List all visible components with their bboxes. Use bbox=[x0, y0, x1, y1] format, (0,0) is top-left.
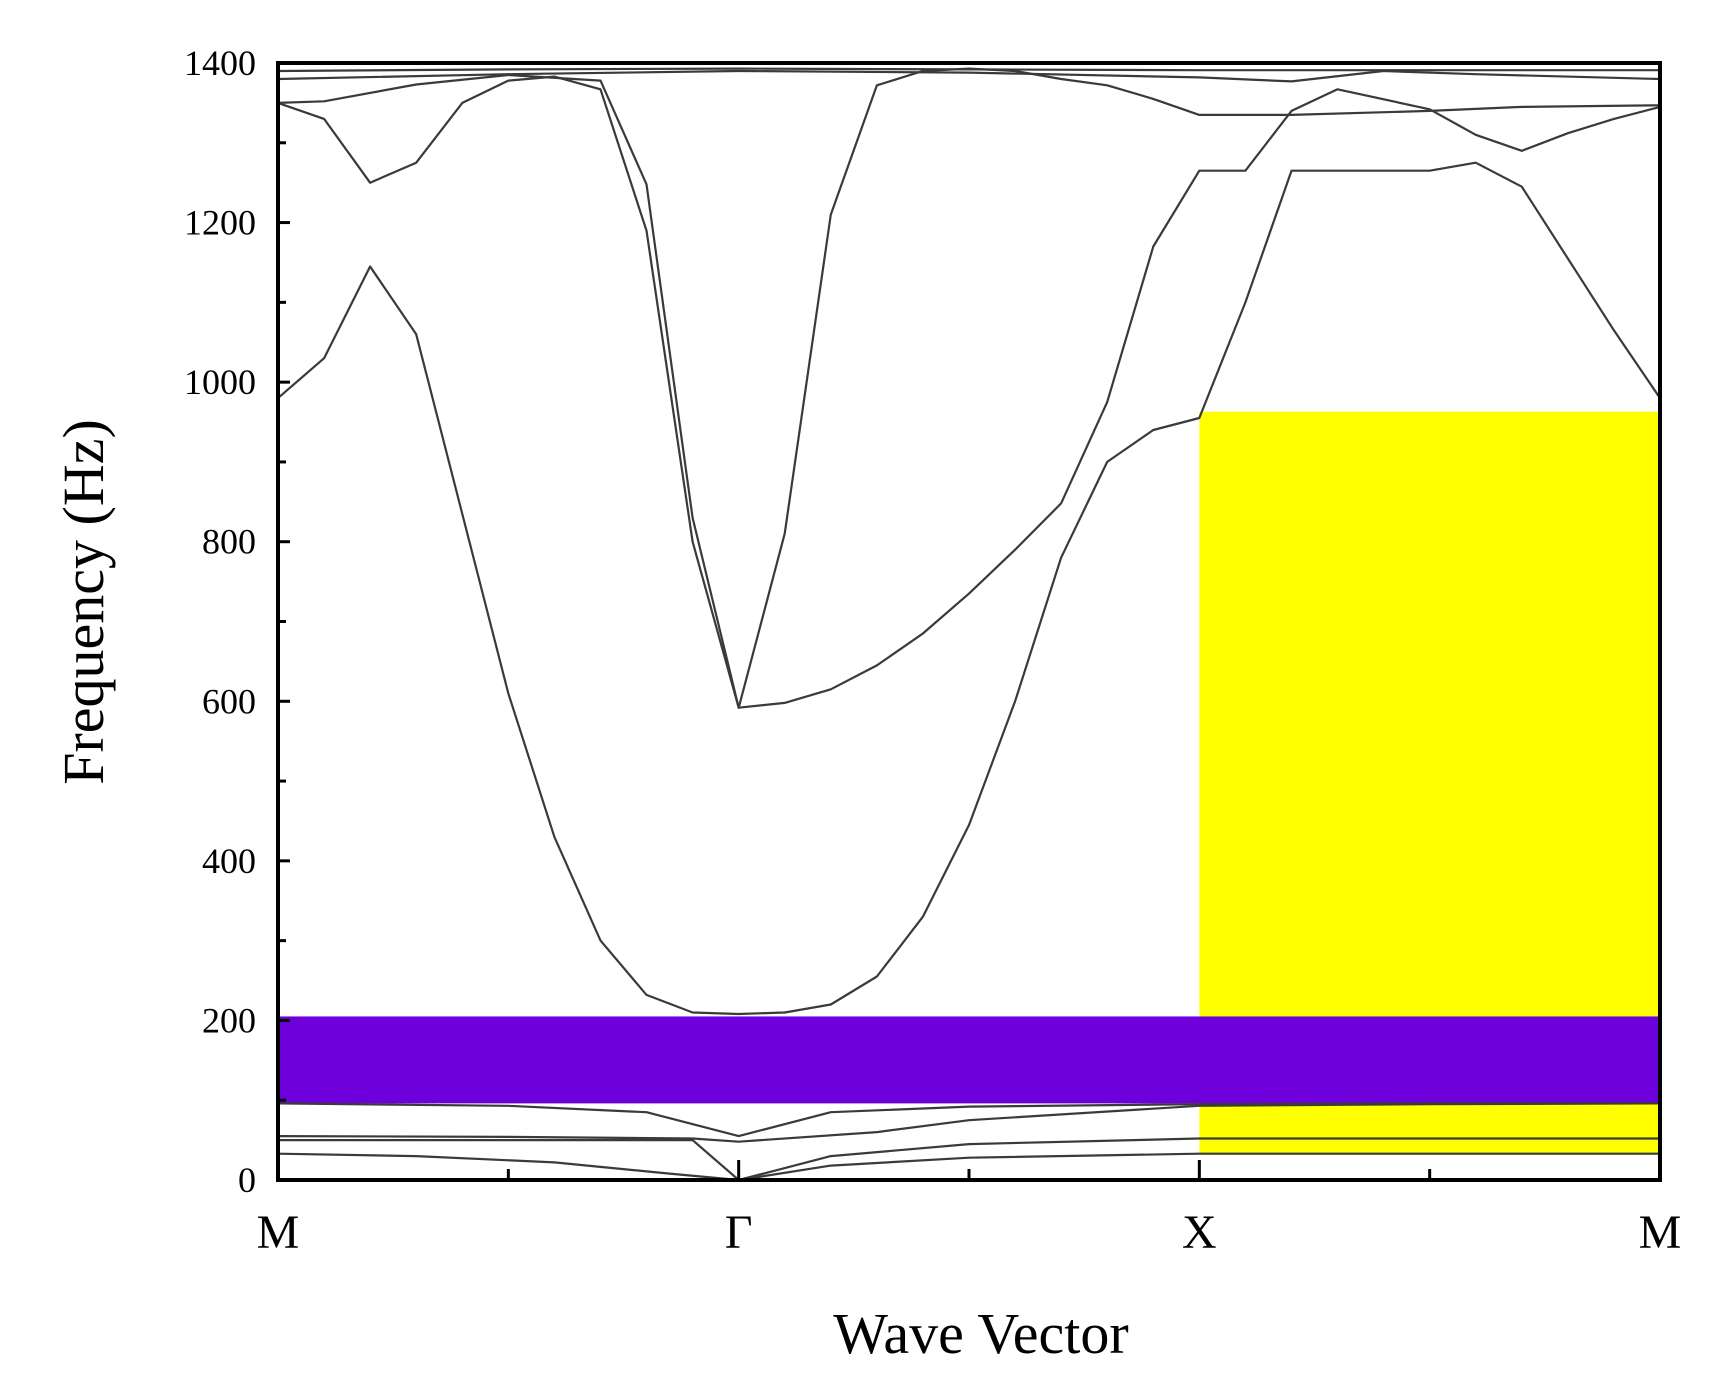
y-tick-label: 1200 bbox=[184, 203, 256, 243]
x-tick-label: M bbox=[257, 1206, 300, 1259]
band-curve-8 bbox=[277, 69, 1661, 83]
y-tick-label: 1000 bbox=[184, 362, 256, 402]
band-curve-2 bbox=[278, 1137, 1660, 1182]
dispersion-curves bbox=[277, 67, 1661, 1182]
x-axis-title: Wave Vector bbox=[833, 1301, 1128, 1366]
y-tick-label: 200 bbox=[202, 1000, 256, 1040]
y-tick-label: 600 bbox=[202, 681, 256, 721]
band-gaps bbox=[278, 411, 1660, 1154]
x-tick-label: M bbox=[1639, 1206, 1682, 1259]
band-curve-6 bbox=[277, 75, 1661, 709]
band-curve-7 bbox=[277, 67, 1661, 709]
y-tick-label: 1400 bbox=[184, 43, 256, 83]
y-axis-ticks: 0 200 400 600 800 1000 1200 1400 bbox=[184, 43, 290, 1200]
y-axis-title: Frequency (Hz) bbox=[51, 419, 116, 785]
band-gap-2 bbox=[278, 1016, 1660, 1104]
x-tick-label: X bbox=[1182, 1206, 1217, 1259]
y-tick-label: 0 bbox=[238, 1160, 256, 1200]
band-curve-1 bbox=[277, 1152, 1660, 1182]
band-curve-4 bbox=[277, 1102, 1660, 1138]
band-curve-5 bbox=[277, 161, 1661, 1016]
y-tick-label: 400 bbox=[202, 841, 256, 881]
band-curve-9 bbox=[277, 67, 1660, 73]
x-tick-label: Γ bbox=[725, 1206, 753, 1259]
y-tick-label: 800 bbox=[202, 522, 256, 562]
